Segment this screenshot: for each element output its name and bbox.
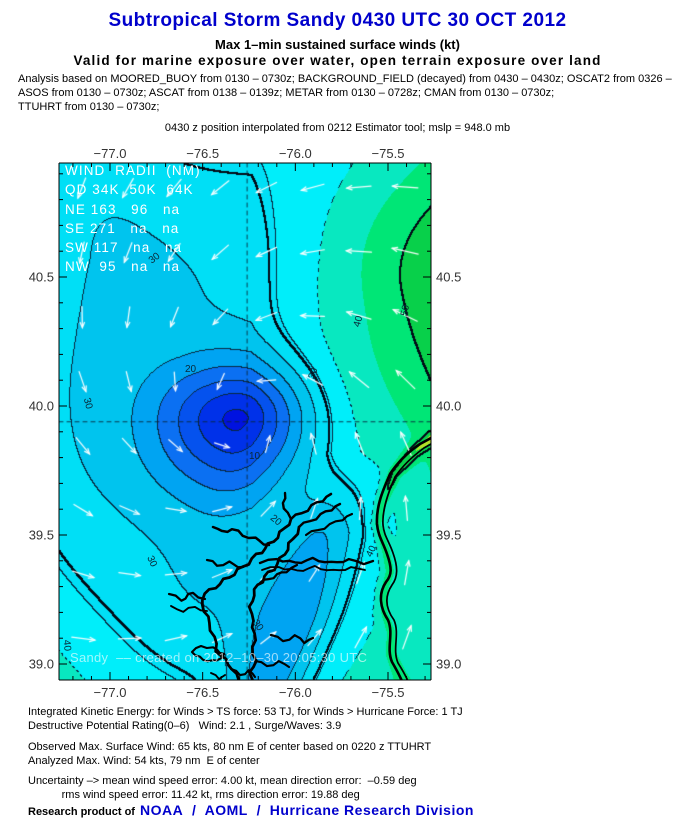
svg-text:39.5: 39.5: [436, 528, 461, 543]
svg-text:−76.0: −76.0: [279, 146, 312, 161]
svg-text:−77.0: −77.0: [94, 146, 127, 161]
svg-text:−75.5: −75.5: [372, 146, 405, 161]
svg-text:−75.5: −75.5: [372, 685, 405, 700]
svg-text:40.0: 40.0: [29, 399, 54, 414]
svg-text:−76.5: −76.5: [186, 146, 219, 161]
svg-text:39.5: 39.5: [29, 528, 54, 543]
svg-text:39.0: 39.0: [29, 657, 54, 672]
svg-text:40.5: 40.5: [29, 270, 54, 285]
svg-text:39.0: 39.0: [436, 657, 461, 672]
svg-text:40.5: 40.5: [436, 270, 461, 285]
svg-text:−76.0: −76.0: [279, 685, 312, 700]
svg-text:40.0: 40.0: [436, 399, 461, 414]
svg-text:−76.5: −76.5: [186, 685, 219, 700]
svg-text:−77.0: −77.0: [94, 685, 127, 700]
